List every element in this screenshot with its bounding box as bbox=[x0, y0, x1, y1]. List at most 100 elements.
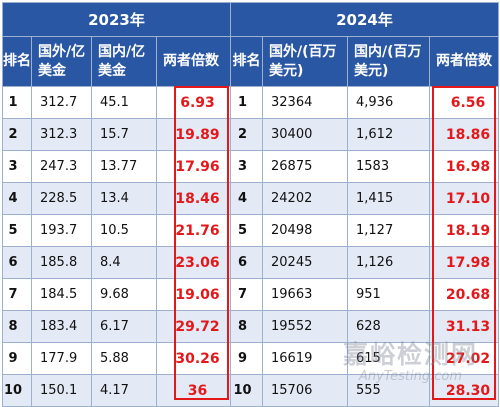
foreign-value-cell-2023: 228.5 bbox=[31, 182, 92, 215]
ratio-cell-2024: 17.98 bbox=[429, 246, 499, 279]
rank-cell-2024: 2 bbox=[230, 118, 263, 151]
ratio-cell-2024: 20.68 bbox=[429, 278, 499, 311]
header-rank-2024: 排名 bbox=[230, 36, 263, 87]
header-rank-2023: 排名 bbox=[2, 36, 32, 87]
foreign-value-cell-2023: 193.7 bbox=[31, 214, 92, 247]
foreign-value-cell-2024: 20245 bbox=[262, 246, 348, 279]
domestic-value-cell-2024: 1,612 bbox=[347, 118, 430, 151]
rank-cell-2023: 10 bbox=[2, 374, 32, 407]
rank-cell-2024: 6 bbox=[230, 246, 263, 279]
table-row: 10 150.1 4.17 36 10 15706 555 28.30 bbox=[2, 374, 499, 407]
rank-cell-2024: 5 bbox=[230, 214, 263, 247]
table-row: 9 177.9 5.88 30.26 9 16619 615 27.02 bbox=[2, 342, 499, 375]
foreign-value-cell-2023: 185.8 bbox=[31, 246, 92, 279]
ratio-cell-2023: 19.89 bbox=[156, 118, 231, 151]
foreign-value-cell-2024: 32364 bbox=[262, 86, 348, 119]
column-header-row: 排名 国外/亿美金 国内/亿美金 两者倍数 排名 国外/(百万美元) 国内/(百… bbox=[2, 36, 499, 87]
rank-cell-2023: 7 bbox=[2, 278, 32, 311]
foreign-value-cell-2024: 16619 bbox=[262, 342, 348, 375]
table-row: 7 184.5 9.68 19.06 7 19663 951 20.68 bbox=[2, 278, 499, 311]
rank-cell-2023: 2 bbox=[2, 118, 32, 151]
rank-cell-2024: 8 bbox=[230, 310, 263, 343]
foreign-value-cell-2023: 247.3 bbox=[31, 150, 92, 183]
header-foreign-2024: 国外/(百万美元) bbox=[262, 36, 348, 87]
rank-cell-2023: 9 bbox=[2, 342, 32, 375]
domestic-value-cell-2023: 15.7 bbox=[91, 118, 157, 151]
ratio-cell-2023: 18.46 bbox=[156, 182, 231, 215]
table-row: 8 183.4 6.17 29.72 8 19552 628 31.13 bbox=[2, 310, 499, 343]
year-2024-header: 2024年 bbox=[230, 2, 499, 37]
rank-cell-2023: 5 bbox=[2, 214, 32, 247]
domestic-value-cell-2023: 45.1 bbox=[91, 86, 157, 119]
domestic-value-cell-2024: 1583 bbox=[347, 150, 430, 183]
ratio-cell-2024: 17.10 bbox=[429, 182, 499, 215]
ratio-cell-2023: 30.26 bbox=[156, 342, 231, 375]
ratio-cell-2024: 6.56 bbox=[429, 86, 499, 119]
foreign-value-cell-2024: 20498 bbox=[262, 214, 348, 247]
foreign-value-cell-2024: 15706 bbox=[262, 374, 348, 407]
table-row: 3 247.3 13.77 17.96 3 26875 1583 16.98 bbox=[2, 150, 499, 183]
foreign-value-cell-2024: 19552 bbox=[262, 310, 348, 343]
foreign-value-cell-2024: 30400 bbox=[262, 118, 348, 151]
ratio-cell-2024: 16.98 bbox=[429, 150, 499, 183]
rank-cell-2023: 6 bbox=[2, 246, 32, 279]
domestic-value-cell-2024: 1,126 bbox=[347, 246, 430, 279]
year-2023-header: 2023年 bbox=[2, 2, 231, 37]
domestic-value-cell-2023: 9.68 bbox=[91, 278, 157, 311]
domestic-value-cell-2024: 628 bbox=[347, 310, 430, 343]
ratio-cell-2024: 18.19 bbox=[429, 214, 499, 247]
table-row: 4 228.5 13.4 18.46 4 24202 1,415 17.10 bbox=[2, 182, 499, 215]
ratio-cell-2023: 23.06 bbox=[156, 246, 231, 279]
rank-cell-2023: 1 bbox=[2, 86, 32, 119]
domestic-value-cell-2023: 13.77 bbox=[91, 150, 157, 183]
table-row: 2 312.3 15.7 19.89 2 30400 1,612 18.86 bbox=[2, 118, 499, 151]
foreign-value-cell-2023: 312.7 bbox=[31, 86, 92, 119]
table-row: 1 312.7 45.1 6.93 1 32364 4,936 6.56 bbox=[2, 86, 499, 119]
rank-cell-2023: 8 bbox=[2, 310, 32, 343]
table-row: 6 185.8 8.4 23.06 6 20245 1,126 17.98 bbox=[2, 246, 499, 279]
ratio-cell-2024: 28.30 bbox=[429, 374, 499, 407]
header-domestic-2023: 国内/亿美金 bbox=[91, 36, 157, 87]
domestic-value-cell-2023: 6.17 bbox=[91, 310, 157, 343]
table-row: 5 193.7 10.5 21.76 5 20498 1,127 18.19 bbox=[2, 214, 499, 247]
rank-cell-2024: 4 bbox=[230, 182, 263, 215]
domestic-value-cell-2023: 5.88 bbox=[91, 342, 157, 375]
ratio-cell-2024: 31.13 bbox=[429, 310, 499, 343]
header-foreign-2023: 国外/亿美金 bbox=[31, 36, 92, 87]
domestic-value-cell-2023: 13.4 bbox=[91, 182, 157, 215]
ratio-cell-2024: 27.02 bbox=[429, 342, 499, 375]
rank-cell-2024: 9 bbox=[230, 342, 263, 375]
header-domestic-2024: 国内/(百万美元) bbox=[347, 36, 430, 87]
ratio-cell-2023: 21.76 bbox=[156, 214, 231, 247]
foreign-value-cell-2023: 184.5 bbox=[31, 278, 92, 311]
foreign-value-cell-2023: 150.1 bbox=[31, 374, 92, 407]
ratio-cell-2023: 29.72 bbox=[156, 310, 231, 343]
domestic-value-cell-2023: 4.17 bbox=[91, 374, 157, 407]
domestic-value-cell-2024: 555 bbox=[347, 374, 430, 407]
domestic-value-cell-2024: 1,127 bbox=[347, 214, 430, 247]
foreign-value-cell-2024: 26875 bbox=[262, 150, 348, 183]
domestic-value-cell-2024: 951 bbox=[347, 278, 430, 311]
ratio-cell-2023: 17.96 bbox=[156, 150, 231, 183]
rank-cell-2023: 4 bbox=[2, 182, 32, 215]
domestic-value-cell-2024: 615 bbox=[347, 342, 430, 375]
ratio-cell-2023: 19.06 bbox=[156, 278, 231, 311]
foreign-value-cell-2024: 19663 bbox=[262, 278, 348, 311]
ratio-cell-2024: 18.86 bbox=[429, 118, 499, 151]
header-ratio-2023: 两者倍数 bbox=[156, 36, 231, 87]
foreign-value-cell-2023: 183.4 bbox=[31, 310, 92, 343]
domestic-value-cell-2024: 4,936 bbox=[347, 86, 430, 119]
rank-cell-2023: 3 bbox=[2, 150, 32, 183]
foreign-value-cell-2023: 312.3 bbox=[31, 118, 92, 151]
domestic-value-cell-2023: 10.5 bbox=[91, 214, 157, 247]
rank-cell-2024: 10 bbox=[230, 374, 263, 407]
rank-cell-2024: 1 bbox=[230, 86, 263, 119]
year-header-row: 2023年 2024年 bbox=[2, 2, 499, 37]
foreign-value-cell-2023: 177.9 bbox=[31, 342, 92, 375]
ratio-cell-2023: 6.93 bbox=[156, 86, 231, 119]
ratio-cell-2023: 36 bbox=[156, 374, 231, 407]
domestic-value-cell-2024: 1,415 bbox=[347, 182, 430, 215]
domestic-value-cell-2023: 8.4 bbox=[91, 246, 157, 279]
